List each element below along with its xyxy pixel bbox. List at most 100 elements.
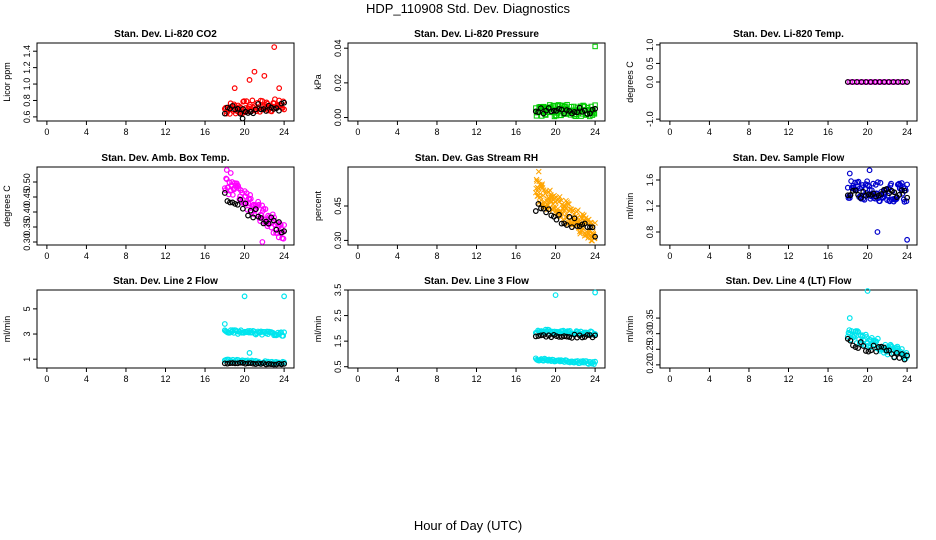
x-tick-label: 16 — [200, 374, 210, 384]
x-tick-label: 20 — [863, 251, 873, 261]
data-point — [552, 292, 559, 299]
data-point — [241, 98, 247, 105]
y-tick-label: 0.20 — [645, 356, 655, 374]
data-point — [237, 196, 244, 203]
data-point — [259, 239, 266, 245]
data-point — [243, 98, 250, 105]
data-point — [896, 191, 903, 198]
data-point — [587, 224, 593, 231]
data-point — [852, 179, 859, 186]
plot-frame — [659, 289, 918, 369]
data-point — [263, 108, 269, 114]
y-tick-label: 0.30 — [22, 233, 32, 251]
data-point — [584, 111, 591, 117]
data-point — [276, 107, 282, 114]
data-point — [904, 236, 911, 243]
data-point — [556, 105, 562, 112]
x-tick-label: 20 — [240, 374, 250, 384]
data-point — [581, 220, 588, 227]
data-point — [874, 229, 881, 235]
data-point — [904, 79, 911, 85]
y-tick-label: 0.25 — [645, 341, 655, 359]
x-tick-label: 0 — [667, 127, 672, 137]
data-point — [223, 167, 230, 173]
x-tick-label: 8 — [434, 374, 439, 384]
data-point — [866, 183, 873, 190]
data-point — [592, 102, 598, 108]
data-point — [847, 337, 854, 344]
data-point — [571, 215, 578, 222]
data-point — [877, 179, 884, 186]
data-point — [232, 360, 239, 367]
x-tick-label: 0 — [667, 374, 672, 384]
data-point — [585, 216, 592, 223]
data-point — [221, 190, 228, 196]
data-point — [563, 333, 570, 340]
data-point — [868, 347, 874, 354]
x-tick-label: 12 — [471, 251, 481, 261]
data-point — [269, 211, 276, 218]
data-point — [563, 107, 570, 113]
x-tick-label: 12 — [783, 374, 793, 384]
series-hourly — [532, 104, 599, 117]
y-axis-label: ml/min — [625, 193, 635, 220]
y-tick-label: 0.5 — [645, 57, 655, 70]
data-point — [584, 332, 591, 338]
data-point — [558, 220, 565, 227]
data-point — [535, 168, 542, 175]
x-tick-label: 8 — [434, 127, 439, 137]
data-point — [221, 321, 228, 327]
panel-title: Stan. Dev. Line 3 Flow — [424, 276, 529, 287]
plot-frame — [659, 166, 918, 246]
data-point — [262, 206, 269, 212]
x-tick-label: 24 — [590, 251, 600, 261]
x-tick-label: 0 — [355, 251, 360, 261]
y-tick-label: 0.45 — [22, 188, 32, 206]
y-tick-label: 0.45 — [333, 197, 343, 215]
data-point — [258, 214, 264, 221]
x-tick-label: 20 — [863, 374, 873, 384]
data-point — [864, 288, 871, 294]
data-point — [589, 224, 596, 231]
series-hourly — [844, 79, 911, 85]
data-point — [532, 108, 539, 115]
x-tick-label: 12 — [160, 374, 170, 384]
series-hourly — [221, 99, 288, 122]
x-tick-label: 16 — [511, 374, 521, 384]
data-point — [258, 106, 264, 113]
data-point — [855, 345, 862, 351]
data-point — [538, 105, 544, 112]
y-tick-label: 1.6 — [645, 174, 655, 187]
x-tick-label: 0 — [667, 251, 672, 261]
data-point — [846, 170, 853, 177]
x-tick-label: 24 — [279, 374, 289, 384]
data-point — [902, 79, 908, 85]
data-point — [571, 103, 577, 110]
x-tick-label: 8 — [434, 251, 439, 261]
y-axis-label: kPa — [313, 74, 323, 90]
data-point — [566, 334, 573, 340]
x-tick-label: 20 — [240, 251, 250, 261]
y-tick-label: 0.04 — [333, 39, 343, 57]
x-tick-label: 16 — [511, 251, 521, 261]
x-tick-label: 0 — [44, 251, 49, 261]
y-tick-label: 0.5 — [333, 360, 343, 373]
data-point — [870, 342, 877, 349]
data-point — [864, 182, 871, 188]
y-tick-label: 3 — [22, 332, 32, 337]
data-point — [883, 186, 890, 192]
data-point — [281, 106, 288, 113]
panel-title: Stan. Dev. Li-820 CO2 — [114, 29, 217, 40]
data-point — [881, 187, 887, 193]
data-point — [857, 339, 864, 345]
data-point — [901, 187, 908, 194]
y-axis-label: ml/min — [313, 316, 323, 343]
data-point — [532, 208, 539, 214]
data-point — [854, 328, 861, 335]
data-point — [278, 100, 285, 107]
y-axis-label: degrees C — [625, 61, 635, 103]
figure-title: HDP_110908 Std. Dev. Diagnostics — [365, 1, 570, 16]
panel-title: Stan. Dev. Line 2 Flow — [113, 276, 218, 287]
series-hourly — [844, 335, 911, 363]
data-point — [280, 332, 287, 339]
